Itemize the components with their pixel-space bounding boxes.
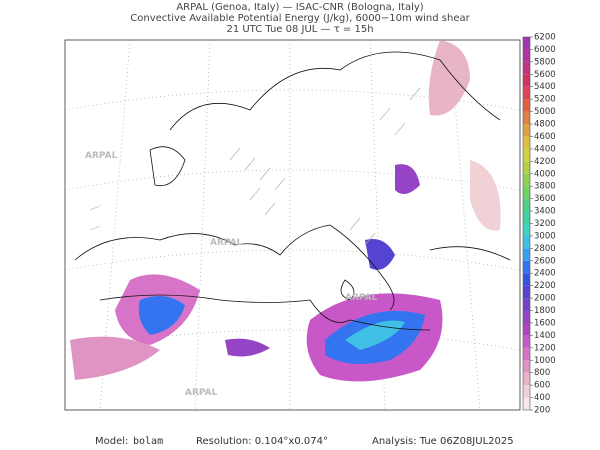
colorbar-segment (523, 148, 530, 162)
footer-model: bolam (133, 436, 163, 447)
colorbar-label: 4200 (534, 157, 556, 167)
colorbar-label: 3000 (534, 231, 556, 241)
colorbar-label: 2600 (534, 256, 556, 266)
colorbar-label: 5600 (534, 70, 556, 80)
colorbar-label: 3800 (534, 182, 556, 192)
wind-barbs (89, 87, 421, 246)
header-line: ARPAL (Genoa, Italy) — ISAC-CNR (Bologna… (176, 2, 423, 13)
colorbar-label: 5200 (534, 95, 556, 105)
colorbar-segment (523, 347, 530, 361)
colorbar-label: 5400 (534, 82, 556, 92)
colorbar-label: 800 (534, 368, 550, 378)
colorbar-segment (523, 186, 530, 199)
colorbar-segment (523, 136, 530, 149)
colorbar-segment (523, 273, 530, 286)
colorbar-label: 1600 (534, 318, 556, 328)
colorbar-label: 3200 (534, 219, 556, 229)
colorbar-label: 200 (534, 406, 550, 416)
watermark: ARPAL (210, 238, 243, 248)
colorbar-label: 5000 (534, 107, 556, 117)
colorbar-segment (523, 111, 530, 125)
colorbar-segment (523, 124, 530, 137)
colorbar-segment (523, 223, 530, 236)
colorbar-label: 2200 (534, 281, 556, 291)
colorbar-segment (523, 99, 530, 112)
colorbar-segment (523, 198, 530, 212)
header-line: Convective Available Potential Energy (J… (130, 13, 470, 24)
colorbar-label: 1200 (534, 343, 556, 353)
colorbar-segment (523, 285, 530, 299)
colorbar-segment (523, 322, 530, 336)
colorbar-label: 3400 (534, 207, 556, 217)
colorbar-label: 2000 (534, 294, 556, 304)
colorbar-label: 4800 (534, 120, 556, 130)
colorbar-label: 6000 (534, 45, 556, 55)
colorbar-label: 1400 (534, 331, 556, 341)
footer-model-label: Model: (95, 436, 128, 447)
colorbar-label: 5800 (534, 57, 556, 67)
colorbar-label: 2400 (534, 269, 556, 279)
colorbar-segment (523, 49, 530, 62)
colorbar-segment (523, 310, 530, 323)
colorbar: 200 400 600 800 1000 1200 1400 1600 1800 2000 2200… (522, 33, 556, 416)
colorbar-segment (523, 360, 530, 373)
colorbar-label: 4600 (534, 132, 556, 142)
colorbar-segment (523, 397, 530, 410)
colorbar-label: 1800 (534, 306, 556, 316)
graticule (64, 39, 521, 411)
footer-resolution: Resolution: 0.104°x0.074° (196, 436, 328, 447)
cape-areas (70, 40, 501, 382)
colorbar-segment (523, 61, 530, 75)
map: ARPAL ARPAL ARPAL ARPAL (64, 39, 521, 411)
colorbar-label: 600 (534, 381, 550, 391)
colorbar-segment (523, 298, 530, 311)
colorbar-segment (523, 173, 530, 187)
colorbar-label: 4400 (534, 144, 556, 154)
colorbar-segment (523, 385, 530, 398)
colorbar-segment (523, 248, 530, 261)
colorbar-segment (523, 335, 530, 348)
header-line: 21 UTC Tue 08 JUL — τ = 15h (226, 24, 373, 35)
colorbar-label: 3600 (534, 194, 556, 204)
watermark: ARPAL (185, 388, 218, 398)
footer-analysis: Analysis: Tue 06Z08JUL2025 (372, 436, 514, 447)
colorbar-segment (523, 86, 530, 100)
colorbar-label: 6200 (534, 33, 556, 43)
colorbar-segment (523, 235, 530, 249)
colorbar-label: 1000 (534, 356, 556, 366)
colorbar-label: 4000 (534, 169, 556, 179)
colorbar-label: 2800 (534, 244, 556, 254)
colorbar-segment (523, 37, 530, 50)
colorbar-segment (523, 211, 530, 224)
colorbar-segment (523, 372, 530, 386)
colorbar-label: 400 (534, 393, 550, 403)
watermark: ARPAL (85, 151, 118, 161)
colorbar-segment (523, 161, 530, 174)
watermark: ARPAL (345, 293, 378, 303)
colorbar-segment (523, 260, 530, 274)
coastlines (74, 51, 511, 331)
colorbar-segment (523, 74, 530, 87)
